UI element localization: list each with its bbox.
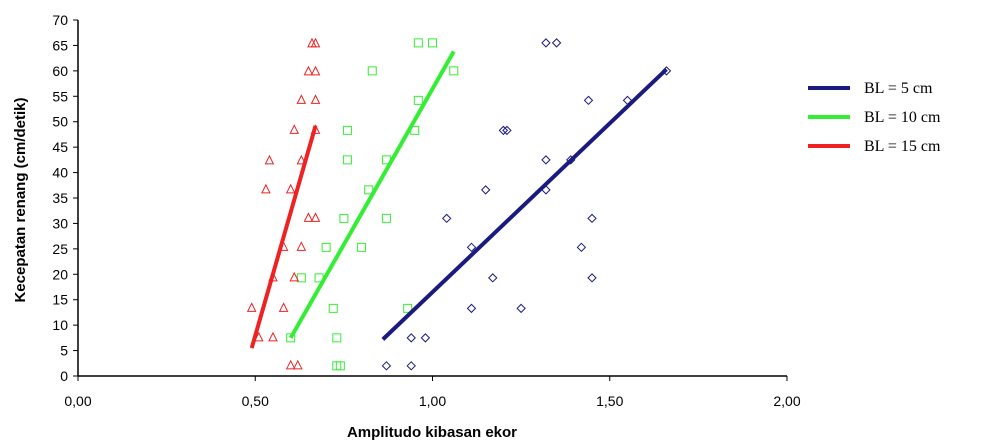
- x-tick-label: 0,00: [64, 393, 91, 409]
- triangle-marker: [246, 302, 257, 312]
- diamond-marker: [420, 333, 431, 343]
- diamond-marker: [502, 125, 512, 136]
- x-tick-label: 1,00: [419, 393, 446, 409]
- diamond-marker: [466, 303, 477, 314]
- diamond-marker: [541, 38, 551, 48]
- square-marker: [328, 303, 338, 313]
- square-marker: [413, 95, 423, 105]
- triangle-marker: [264, 154, 275, 165]
- diamond-marker: [516, 303, 526, 314]
- y-tick-label: 70: [52, 12, 68, 28]
- triangle-marker: [296, 241, 307, 251]
- plot-area: 0 5 10 15 20 25 30 35 40 45 50 55 60 65 70 0,00 0,50 1,00…: [52, 12, 800, 409]
- y-tick-label: 45: [52, 139, 68, 155]
- diamond-marker: [488, 273, 498, 283]
- square-marker: [296, 273, 306, 283]
- diamond-marker: [576, 242, 587, 253]
- square-marker: [357, 242, 367, 252]
- square-marker: [367, 66, 377, 76]
- triangle-marker: [310, 37, 321, 48]
- x-tick-label: 2,00: [773, 393, 800, 409]
- triangle-marker: [285, 183, 296, 194]
- y-tick-label: 50: [52, 114, 68, 130]
- diamond-marker: [381, 361, 392, 371]
- y-tick-label: 5: [60, 343, 68, 359]
- trend-line: [288, 50, 456, 339]
- diamond-marker: [441, 213, 452, 224]
- legend-label: BL = 15 cm: [864, 138, 941, 155]
- diamond-marker: [583, 95, 594, 106]
- legend-label: BL = 5 cm: [864, 80, 933, 97]
- y-tick-label: 15: [52, 292, 68, 308]
- data-markers: [246, 37, 672, 371]
- square-marker: [342, 155, 352, 165]
- y-tick-label: 25: [52, 241, 68, 257]
- diamond-marker: [406, 333, 416, 343]
- legend: BL = 5 cm BL = 10 cm BL = 15 cm: [808, 80, 941, 155]
- x-tick-label: 1,50: [596, 393, 623, 409]
- triangle-marker: [292, 359, 303, 370]
- diamond-marker: [480, 185, 491, 195]
- square-marker: [335, 361, 345, 371]
- square-marker: [413, 38, 423, 48]
- triangle-marker: [278, 302, 289, 312]
- triangle-marker: [303, 212, 314, 222]
- diamond-marker: [551, 38, 562, 48]
- y-tick-label: 55: [52, 88, 68, 104]
- triangle-marker: [289, 124, 300, 134]
- diamond-marker: [587, 213, 597, 224]
- y-tick-label: 40: [52, 165, 68, 181]
- triangle-marker: [285, 359, 296, 370]
- triangle-marker: [310, 94, 321, 104]
- diamond-marker: [466, 242, 477, 253]
- y-tick-label: 20: [52, 266, 68, 282]
- y-tick-label: 0: [60, 368, 68, 384]
- y-tick-label: 30: [52, 215, 68, 231]
- triangle-marker: [289, 271, 300, 282]
- trend-line: [381, 67, 668, 341]
- triangle-marker: [296, 94, 307, 104]
- square-marker: [321, 242, 331, 252]
- trend-line: [249, 125, 318, 349]
- x-axis-title: Amplitudo kibasan ekor: [347, 424, 517, 441]
- square-marker: [381, 213, 391, 223]
- square-marker: [428, 38, 437, 48]
- triangle-marker: [296, 154, 307, 165]
- legend-label: BL = 10 cm: [864, 109, 941, 126]
- diamond-marker: [587, 273, 597, 283]
- triangle-marker: [310, 212, 321, 222]
- triangle-marker: [310, 65, 321, 76]
- diamond-marker: [541, 155, 551, 165]
- square-marker: [339, 213, 349, 223]
- square-marker: [342, 125, 352, 135]
- diamond-marker: [498, 125, 509, 136]
- y-tick-label: 10: [52, 317, 68, 333]
- triangle-marker: [303, 65, 314, 76]
- y-tick-label: 65: [52, 37, 68, 53]
- triangle-marker: [261, 183, 271, 194]
- y-tick-label: 60: [52, 63, 68, 79]
- y-tick-label: 35: [52, 190, 68, 206]
- y-axis-title: Kecepatan renang (cm/detik): [12, 97, 29, 302]
- square-marker: [403, 303, 413, 313]
- x-tick-label: 0,50: [242, 393, 269, 409]
- trend-lines: [249, 50, 668, 349]
- square-marker: [332, 333, 342, 343]
- diamond-marker: [406, 361, 416, 371]
- square-marker: [449, 66, 459, 76]
- triangle-marker: [268, 331, 278, 342]
